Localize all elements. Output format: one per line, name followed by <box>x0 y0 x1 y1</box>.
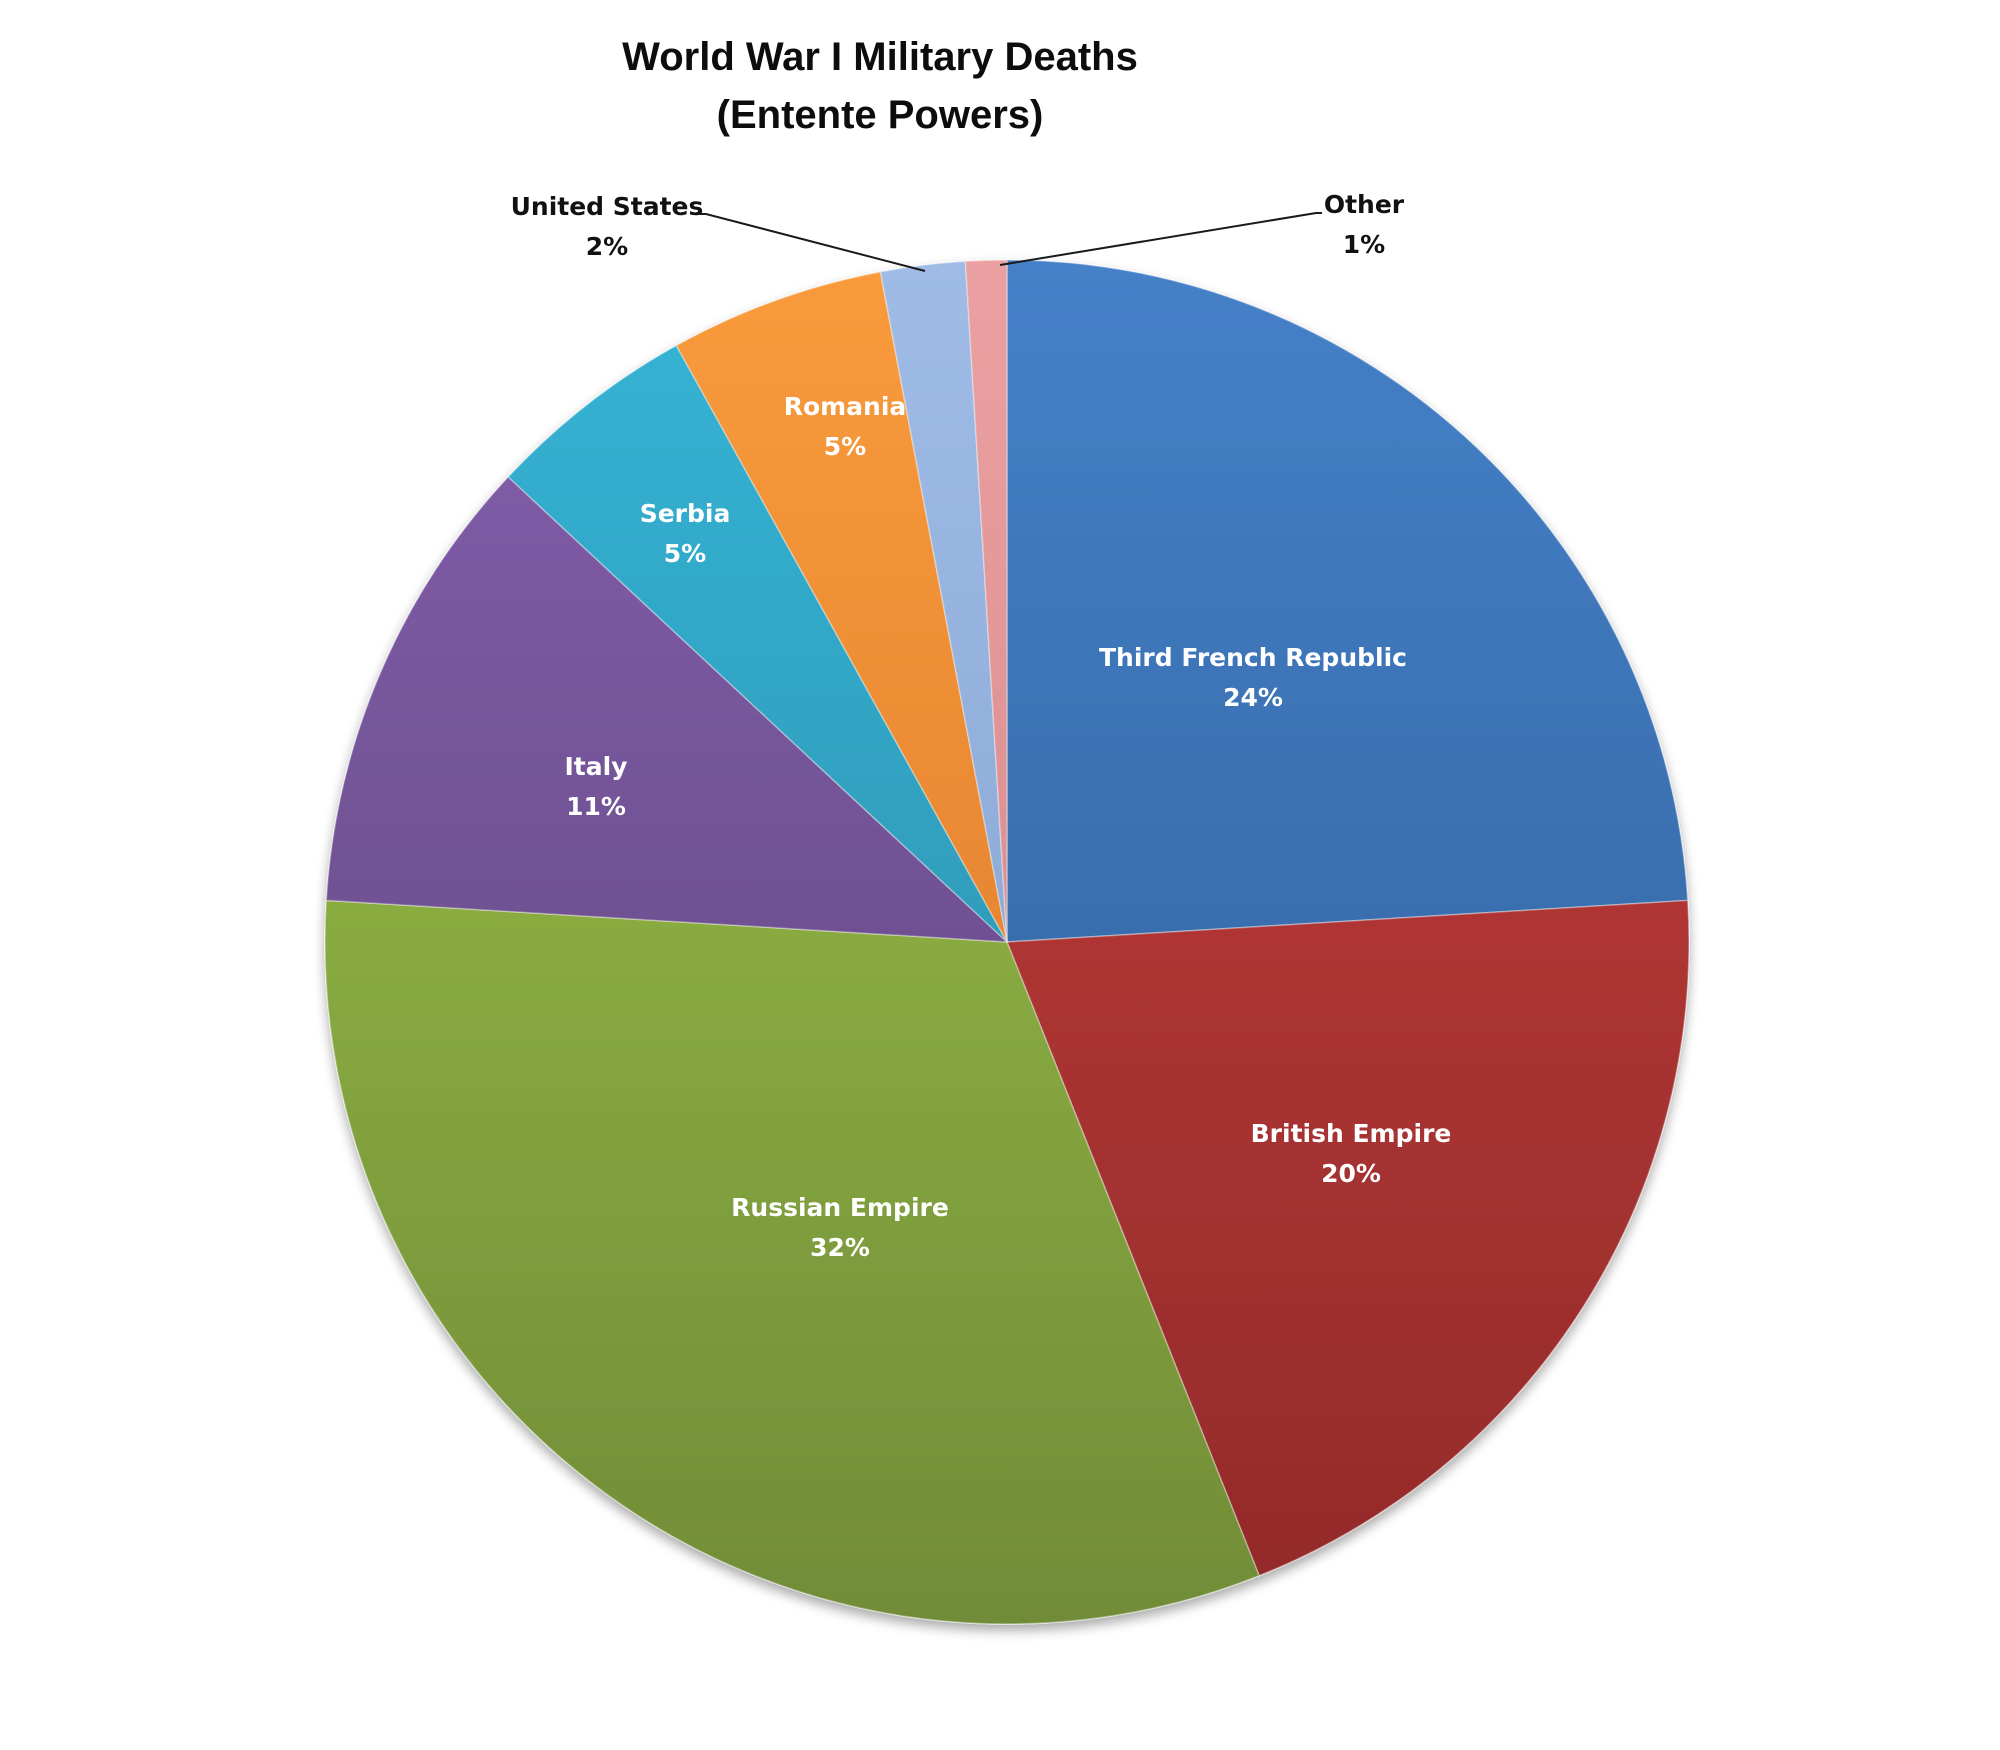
data-label-percent-russian-empire: 32% <box>810 1233 870 1262</box>
data-label-percent-united-states: 2% <box>586 232 628 261</box>
data-label-name-british-empire: British Empire <box>1251 1119 1452 1148</box>
data-label-name-other: Other <box>1324 190 1405 219</box>
pie-slice-british-empire[interactable] <box>1005 899 1690 1577</box>
data-label-name-russian-empire: Russian Empire <box>731 1193 949 1222</box>
chart-title-line-2: (Entente Powers) <box>717 93 1044 137</box>
pie-slices <box>324 259 1690 1625</box>
data-label-name-italy: Italy <box>565 752 628 781</box>
data-label-name-third-french-republic: Third French Republic <box>1099 643 1407 672</box>
leader-line-other <box>999 212 1322 266</box>
data-label-percent-romania: 5% <box>824 432 866 461</box>
pie-slice-third-french-republic[interactable] <box>1006 259 1689 943</box>
data-label-percent-third-french-republic: 24% <box>1223 683 1283 712</box>
data-label-name-united-states: United States <box>511 192 704 221</box>
data-label-percent-other: 1% <box>1343 230 1385 259</box>
chart-title: World War I Military Deaths (Entente Pow… <box>622 35 1138 137</box>
pie-slice-other[interactable] <box>964 259 1008 943</box>
leader-lines <box>700 212 1322 272</box>
pie-slice-serbia[interactable] <box>507 344 1008 943</box>
pie-slice-russian-empire[interactable] <box>324 899 1261 1625</box>
data-label-percent-serbia: 5% <box>664 539 706 568</box>
pie-slice-romania[interactable] <box>675 270 1008 943</box>
data-label-name-serbia: Serbia <box>640 499 731 528</box>
chart-title-line-1: World War I Military Deaths <box>622 35 1138 79</box>
data-labels: Third French Republic 24% British Empire 20… <box>511 190 1452 1262</box>
data-label-percent-british-empire: 20% <box>1321 1159 1381 1188</box>
pie-slice-italy[interactable] <box>325 475 1010 943</box>
data-label-percent-italy: 11% <box>566 792 626 821</box>
data-label-name-romania: Romania <box>784 392 907 421</box>
leader-line-united-states <box>700 213 926 272</box>
